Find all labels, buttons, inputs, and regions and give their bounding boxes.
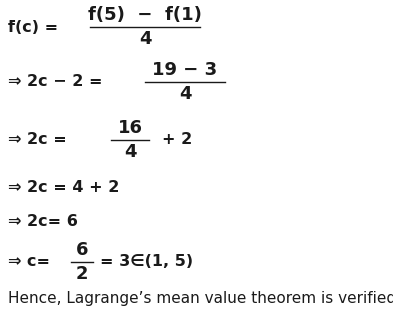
Text: ⇒ 2c = 4 + 2: ⇒ 2c = 4 + 2: [8, 180, 119, 196]
Text: ⇒ 2c =: ⇒ 2c =: [8, 132, 72, 147]
Text: + 2: + 2: [162, 132, 192, 147]
Text: 16: 16: [118, 119, 143, 137]
Text: 19 − 3: 19 − 3: [152, 61, 218, 79]
Text: 2: 2: [76, 265, 88, 283]
Text: ḟ(c) =: ḟ(c) =: [8, 20, 58, 35]
Text: 6: 6: [76, 241, 88, 259]
Text: ⇒ c=: ⇒ c=: [8, 254, 50, 270]
Text: ⇒ 2c= 6: ⇒ 2c= 6: [8, 213, 78, 229]
Text: 4: 4: [179, 85, 191, 103]
Text: = 3∈(1, 5): = 3∈(1, 5): [100, 254, 193, 270]
Text: 4: 4: [139, 30, 151, 48]
Text: f(5)  −  f(1): f(5) − f(1): [88, 6, 202, 24]
Text: ⇒ 2c − 2 =: ⇒ 2c − 2 =: [8, 75, 108, 90]
Text: 4: 4: [124, 143, 136, 161]
Text: Hence, Lagrange’s mean value theorem is verified.: Hence, Lagrange’s mean value theorem is …: [8, 290, 393, 305]
